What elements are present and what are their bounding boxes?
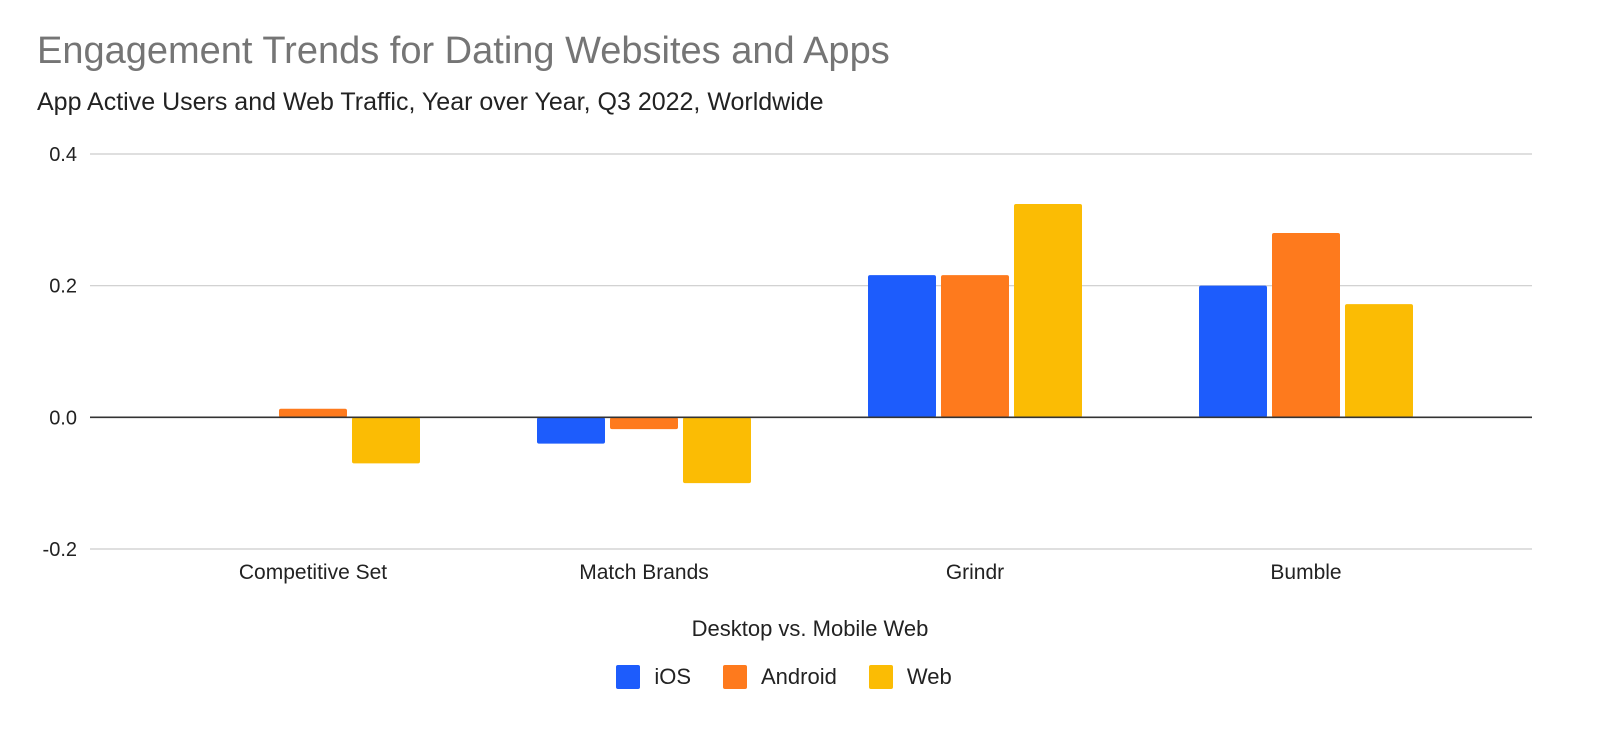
- bar-ios-grindr: [868, 275, 936, 418]
- x-tick-label: Match Brands: [579, 561, 709, 584]
- bar-web-grindr: [1014, 204, 1082, 418]
- bar-web-match-brands: [683, 417, 751, 484]
- chart-legend: iOS Android Web: [0, 664, 1568, 690]
- legend-item-android[interactable]: Android: [723, 664, 837, 690]
- bar-android-competitive-set: [279, 408, 347, 418]
- bar-android-grindr: [941, 275, 1009, 418]
- bar-ios-bumble: [1199, 285, 1267, 418]
- bar-android-match-brands: [610, 417, 678, 430]
- legend-swatch: [723, 665, 747, 689]
- bar-android-bumble: [1272, 233, 1340, 418]
- y-tick-label: -0.2: [43, 539, 77, 561]
- legend-item-web[interactable]: Web: [868, 664, 952, 690]
- bar-web-bumble: [1345, 304, 1413, 418]
- legend-label: Web: [906, 664, 952, 689]
- bar-web-competitive-set: [352, 417, 420, 464]
- y-tick-label: 0.2: [49, 276, 77, 298]
- x-tick-label: Bumble: [1270, 561, 1341, 584]
- y-tick-label: 0.4: [49, 144, 77, 166]
- legend-label: iOS: [654, 664, 691, 689]
- bars: [279, 204, 1413, 484]
- legend-swatch: [616, 665, 641, 689]
- tick-labels: 0.4 0.2 0.0 -0.2 Competitive Set Match Brands…: [43, 144, 1342, 584]
- bar-ios-match-brands: [537, 417, 605, 444]
- x-axis-title: Desktop vs. Mobile Web: [691, 616, 929, 641]
- chart-title: Engagement Trends for Dating Websites an…: [37, 30, 890, 72]
- y-tick-label: 0.0: [49, 407, 77, 429]
- chart-subtitle: App Active Users and Web Traffic, Year o…: [37, 88, 824, 116]
- x-tick-label: Grindr: [946, 561, 1004, 584]
- legend-label: Android: [761, 664, 837, 689]
- legend-item-ios[interactable]: iOS: [616, 664, 691, 690]
- legend-swatch: [868, 665, 893, 689]
- x-tick-label: Competitive Set: [239, 561, 387, 584]
